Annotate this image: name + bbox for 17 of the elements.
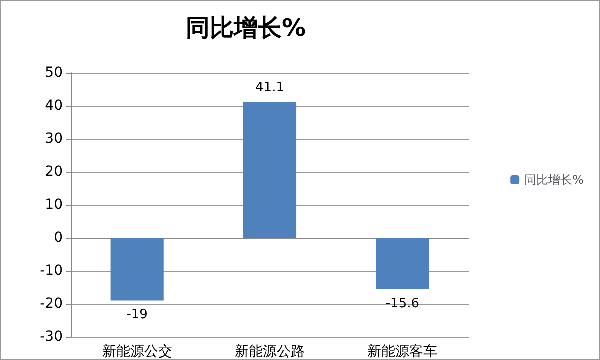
y-tick-label: 40 xyxy=(45,98,63,114)
y-tick-label: -20 xyxy=(40,296,63,312)
y-tick-label: 20 xyxy=(45,164,63,180)
y-tick-label: -30 xyxy=(40,329,63,345)
data-label: 41.1 xyxy=(256,80,284,96)
y-tick-label: -10 xyxy=(40,263,63,279)
chart-title: 同比增长% xyxy=(186,14,306,42)
y-tick-label: 10 xyxy=(45,197,63,213)
y-tick-label: 0 xyxy=(54,230,63,246)
y-tick-label: 50 xyxy=(45,65,63,81)
data-label: -19 xyxy=(126,308,148,323)
x-tick-label: 新能源客车 xyxy=(368,344,438,360)
data-label: -15.6 xyxy=(386,296,420,312)
y-tick-label: 30 xyxy=(45,131,63,147)
x-tick-label: 新能源公路 xyxy=(235,344,305,360)
legend-label: 同比增长% xyxy=(524,173,584,187)
x-tick-label: 新能源公交 xyxy=(102,344,172,360)
